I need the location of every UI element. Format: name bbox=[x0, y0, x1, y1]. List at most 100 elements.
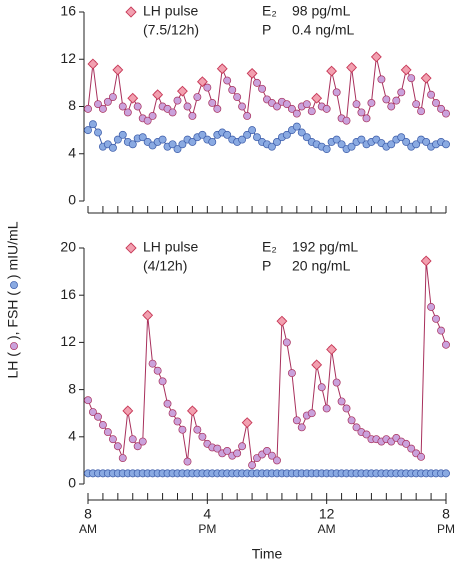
data-point bbox=[193, 93, 202, 102]
data-point bbox=[437, 326, 446, 335]
data-point bbox=[263, 447, 271, 455]
data-point bbox=[188, 111, 197, 120]
data-point bbox=[307, 409, 316, 418]
hormone-name: P bbox=[262, 22, 271, 38]
data-point bbox=[267, 451, 276, 460]
data-point bbox=[342, 116, 351, 125]
x-tick-sublabel: PM bbox=[198, 522, 216, 536]
data-point bbox=[94, 100, 102, 109]
x-axis-label: Time bbox=[252, 546, 283, 562]
pulse-marker bbox=[420, 72, 432, 84]
data-point bbox=[273, 137, 281, 146]
data-point bbox=[84, 126, 92, 135]
data-point bbox=[387, 102, 396, 111]
data-point bbox=[173, 96, 182, 105]
data-point bbox=[183, 102, 192, 111]
hormone-value: 20 ng/mL bbox=[292, 258, 351, 274]
series-line bbox=[87, 56, 447, 122]
pulse-rate: (7.5/12h) bbox=[143, 22, 199, 38]
data-point bbox=[233, 93, 242, 102]
data-point bbox=[402, 439, 411, 448]
data-point bbox=[173, 417, 182, 426]
data-point bbox=[367, 99, 376, 107]
data-point bbox=[248, 461, 257, 470]
y-tick-label: 12 bbox=[60, 50, 76, 66]
data-point bbox=[397, 88, 406, 97]
y-tick-label: 8 bbox=[68, 97, 76, 113]
data-point bbox=[273, 102, 281, 111]
data-point bbox=[223, 130, 232, 139]
y-tick-label: 4 bbox=[68, 428, 76, 444]
pulse-marker bbox=[127, 92, 139, 104]
data-point bbox=[347, 416, 356, 425]
data-point bbox=[183, 457, 192, 466]
pulse-marker bbox=[370, 51, 382, 63]
data-point bbox=[243, 130, 252, 139]
data-point bbox=[337, 140, 346, 149]
data-point bbox=[108, 143, 117, 152]
data-point bbox=[407, 444, 416, 453]
data-point bbox=[352, 100, 361, 109]
data-point bbox=[427, 303, 436, 311]
data-point bbox=[282, 130, 291, 139]
data-point bbox=[94, 128, 102, 137]
x-tick-label: 4 bbox=[203, 506, 211, 522]
data-point bbox=[357, 108, 366, 117]
legend-label: LH pulse bbox=[143, 239, 198, 255]
legend-marker bbox=[125, 242, 137, 254]
data-point bbox=[88, 408, 97, 416]
data-point bbox=[158, 377, 167, 386]
data-point bbox=[118, 130, 127, 139]
data-point bbox=[113, 442, 122, 451]
y-label-symbol bbox=[10, 281, 18, 290]
data-point bbox=[243, 111, 252, 120]
pulse-rate: (4/12h) bbox=[143, 258, 187, 274]
data-point bbox=[208, 137, 217, 146]
data-point bbox=[223, 76, 232, 85]
data-point bbox=[133, 442, 142, 451]
pulse-marker bbox=[311, 92, 323, 104]
data-point bbox=[173, 145, 182, 153]
data-point bbox=[352, 423, 361, 432]
data-point bbox=[332, 378, 341, 387]
data-point bbox=[432, 314, 440, 323]
data-point bbox=[84, 104, 92, 113]
data-point bbox=[253, 133, 261, 142]
y-tick-label: 20 bbox=[60, 239, 76, 255]
data-point bbox=[347, 142, 356, 151]
data-point bbox=[437, 104, 446, 113]
data-point bbox=[442, 469, 450, 478]
data-point bbox=[168, 409, 177, 418]
data-point bbox=[213, 444, 222, 453]
data-point bbox=[253, 78, 261, 87]
pulse-marker bbox=[196, 76, 208, 88]
x-tick-label: 12 bbox=[319, 506, 335, 522]
data-point bbox=[258, 84, 267, 93]
data-point bbox=[178, 140, 187, 149]
data-point bbox=[267, 142, 276, 151]
data-point bbox=[362, 114, 371, 123]
x-tick-sublabel: AM bbox=[318, 522, 336, 536]
y-axis-label-part: ) mIU/mL bbox=[5, 221, 21, 279]
data-point bbox=[322, 104, 331, 113]
data-point bbox=[292, 416, 301, 425]
data-point bbox=[357, 135, 366, 144]
x-tick-label: 8 bbox=[442, 506, 450, 522]
data-point bbox=[282, 338, 291, 347]
data-point bbox=[382, 95, 391, 104]
data-point bbox=[387, 140, 396, 149]
data-point bbox=[108, 435, 117, 444]
pulse-marker bbox=[122, 405, 134, 417]
data-point bbox=[297, 128, 306, 137]
data-point bbox=[233, 449, 242, 458]
data-point bbox=[103, 97, 112, 106]
y-axis-label-part: ), FSH ( bbox=[5, 291, 21, 340]
data-point bbox=[322, 404, 331, 413]
data-point bbox=[228, 86, 237, 94]
data-point bbox=[432, 99, 440, 107]
y-axis-label-part: LH ( bbox=[5, 352, 21, 379]
data-point bbox=[287, 104, 296, 113]
pulse-marker bbox=[326, 65, 338, 77]
data-point bbox=[188, 137, 197, 146]
